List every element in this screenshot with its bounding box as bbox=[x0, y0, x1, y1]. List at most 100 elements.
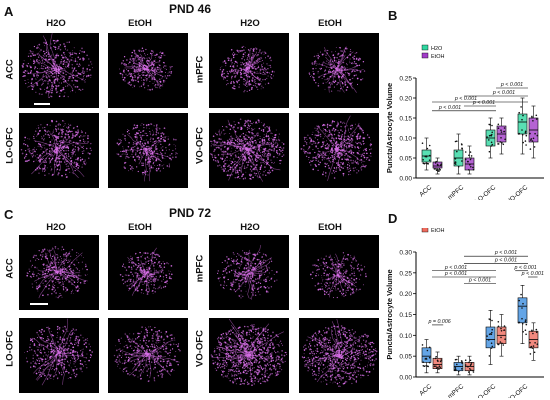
micrograph-c-lo-ofc-h2o bbox=[19, 318, 99, 393]
data-point bbox=[529, 341, 531, 344]
x-tick-label: mPFC bbox=[447, 383, 466, 398]
micrograph-a-acc-etoh bbox=[108, 33, 188, 108]
data-point bbox=[461, 160, 463, 162]
data-point bbox=[521, 322, 524, 325]
y-tick-label: 0.10 bbox=[399, 333, 412, 340]
data-point bbox=[521, 134, 524, 136]
data-point bbox=[461, 362, 463, 364]
data-point bbox=[435, 168, 437, 170]
y-tick-label: 0.25 bbox=[399, 76, 412, 83]
data-point bbox=[425, 358, 428, 360]
data-point bbox=[439, 164, 442, 166]
y-tick-label: 0.15 bbox=[399, 312, 412, 319]
data-point bbox=[502, 344, 505, 346]
data-point bbox=[439, 366, 441, 369]
box-h2o-vo-ofc bbox=[517, 113, 528, 135]
data-point bbox=[530, 138, 533, 140]
data-point bbox=[435, 367, 438, 369]
micrograph-c-mpfc-etoh bbox=[299, 235, 379, 310]
panel-letter-b: B bbox=[388, 8, 398, 23]
data-point bbox=[524, 131, 527, 134]
sig-label: p < 0.001 bbox=[513, 265, 536, 271]
data-point bbox=[472, 168, 475, 171]
y-tick-label: 0.20 bbox=[399, 291, 412, 298]
data-point bbox=[531, 140, 534, 142]
data-point bbox=[521, 307, 523, 309]
data-point bbox=[426, 162, 429, 165]
y-tick-label: 0.00 bbox=[399, 176, 412, 183]
data-point bbox=[491, 131, 493, 134]
data-point bbox=[500, 129, 502, 131]
data-point bbox=[425, 155, 428, 158]
data-point bbox=[438, 368, 440, 370]
sig-label: p < 0.001 bbox=[500, 82, 523, 88]
micrograph-c-vo-ofc-etoh bbox=[299, 318, 379, 393]
data-point bbox=[470, 157, 472, 159]
x-tick-label: mPFC bbox=[447, 184, 466, 200]
micrograph-a-lo-ofc-h2o bbox=[19, 113, 99, 188]
data-point bbox=[464, 151, 467, 153]
data-point bbox=[425, 365, 427, 367]
data-point bbox=[454, 158, 457, 160]
sig-label: p < 0.001 bbox=[438, 105, 461, 111]
data-point bbox=[428, 159, 431, 161]
micrograph-c-acc-h2o bbox=[19, 235, 99, 310]
panel-a-row-mpfc: mPFC bbox=[194, 55, 206, 84]
data-point bbox=[518, 133, 520, 135]
data-point bbox=[491, 328, 493, 331]
data-point bbox=[520, 293, 522, 296]
data-point bbox=[461, 143, 463, 146]
data-point bbox=[530, 139, 532, 141]
data-point bbox=[500, 131, 503, 133]
data-point bbox=[428, 346, 431, 349]
data-point bbox=[532, 120, 534, 122]
panel-a-col-h2o-2: H2O bbox=[240, 18, 260, 29]
data-point bbox=[486, 335, 488, 337]
data-point bbox=[434, 357, 437, 360]
data-point bbox=[531, 347, 534, 349]
data-point bbox=[525, 144, 527, 146]
data-point bbox=[534, 342, 536, 344]
data-point bbox=[499, 341, 502, 343]
panel-a-col-etoh-2: EtOH bbox=[318, 18, 342, 29]
panel-a-row-lo-ofc: LO-OFC bbox=[4, 127, 16, 164]
data-point bbox=[491, 143, 494, 146]
data-point bbox=[468, 371, 470, 373]
data-point bbox=[503, 329, 506, 331]
data-point bbox=[440, 359, 443, 361]
micrograph-c-lo-ofc-etoh bbox=[108, 318, 188, 393]
data-point bbox=[491, 133, 493, 136]
data-point bbox=[530, 345, 533, 348]
data-point bbox=[428, 154, 431, 157]
data-point bbox=[524, 130, 527, 133]
data-point bbox=[535, 114, 538, 117]
micrograph-c-vo-ofc-h2o bbox=[209, 318, 289, 393]
box-h2o-acc bbox=[421, 347, 432, 363]
data-point bbox=[457, 370, 460, 373]
x-tick-label: LO-OFC bbox=[474, 184, 498, 200]
data-point bbox=[461, 368, 463, 370]
data-point bbox=[472, 369, 474, 372]
data-point bbox=[529, 353, 532, 355]
data-point bbox=[534, 132, 536, 135]
data-point bbox=[500, 336, 502, 339]
sig-label: p < 0.001 bbox=[521, 271, 544, 277]
data-point bbox=[504, 138, 506, 141]
data-point bbox=[522, 141, 524, 144]
data-point bbox=[524, 140, 527, 142]
data-point bbox=[497, 343, 500, 346]
x-tick-label: ACC bbox=[418, 383, 433, 397]
data-point bbox=[472, 166, 474, 169]
panel-a-col-h2o-1: H2O bbox=[46, 18, 66, 29]
data-point bbox=[438, 365, 441, 367]
data-point bbox=[504, 338, 506, 340]
sig-label: p < 0.001 bbox=[494, 250, 517, 256]
x-tick-label: VO-OFC bbox=[505, 184, 529, 200]
panel-c-col-h2o-2: H2O bbox=[240, 222, 260, 233]
data-point bbox=[535, 328, 538, 331]
data-point bbox=[457, 166, 460, 168]
data-point bbox=[470, 369, 472, 371]
data-point bbox=[532, 137, 535, 140]
chart-d: 0.00 0.05 0.10 0.15 0.20 0.25 0.30 Puncta/Astro… bbox=[385, 228, 544, 398]
panel-a-title: PND 46 bbox=[168, 2, 212, 16]
